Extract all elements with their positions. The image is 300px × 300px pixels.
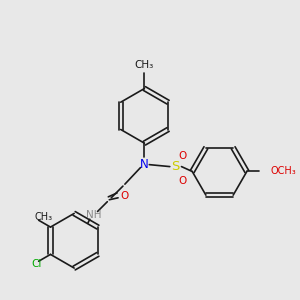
Text: NH: NH: [86, 210, 101, 220]
Text: S: S: [171, 160, 180, 173]
Text: CH₃: CH₃: [34, 212, 52, 222]
Text: Cl: Cl: [32, 259, 42, 269]
Text: OCH₃: OCH₃: [270, 167, 296, 176]
Text: CH₃: CH₃: [135, 60, 154, 70]
Text: O: O: [178, 176, 187, 186]
Text: N: N: [140, 158, 149, 171]
Text: O: O: [178, 151, 187, 161]
Text: O: O: [121, 191, 129, 201]
